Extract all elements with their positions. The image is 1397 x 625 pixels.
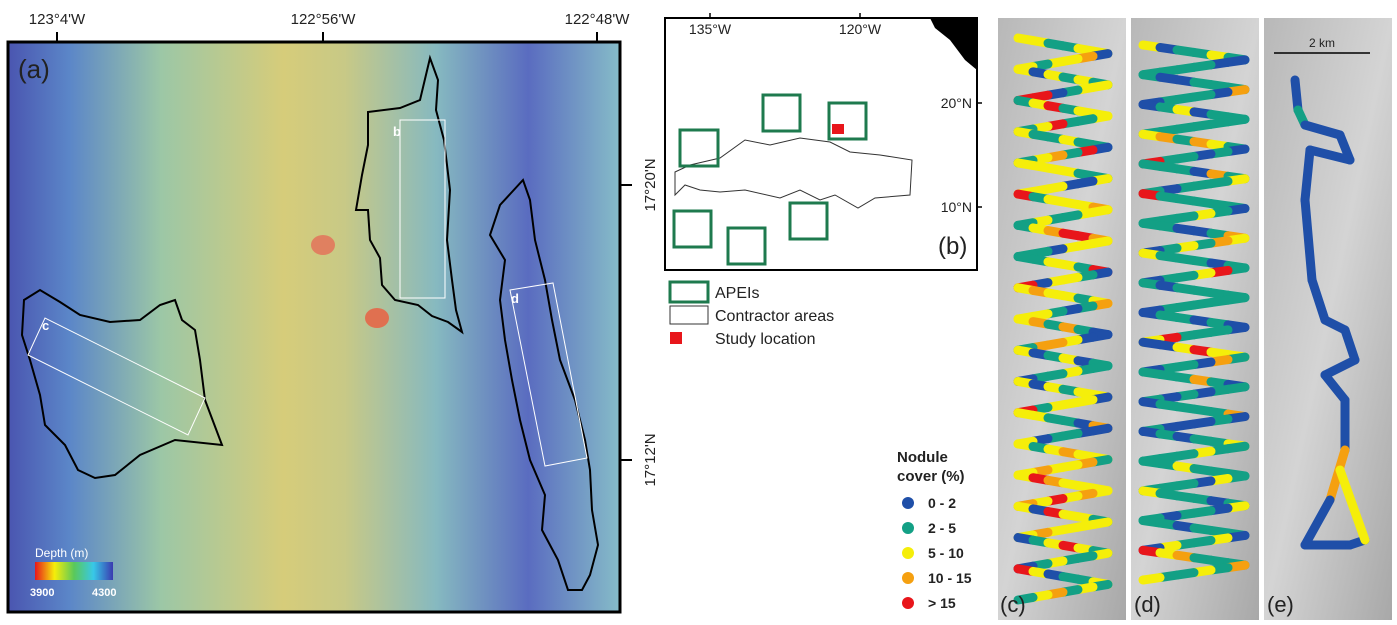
track <box>1335 465 1370 545</box>
lat-label: 20°N <box>941 95 972 111</box>
legend-label: Study location <box>715 331 816 348</box>
legend-label: APEIs <box>715 285 759 302</box>
track <box>1320 370 1350 405</box>
track <box>1138 573 1165 585</box>
area-label: c <box>42 318 49 333</box>
lon-label: 122°56'W <box>291 11 357 28</box>
seamount <box>365 308 389 328</box>
area-box <box>27 317 206 436</box>
nodule-legend-title: Nodule <box>897 449 948 466</box>
legend-swatch <box>670 332 682 344</box>
legend-label: 5 - 10 <box>928 545 964 561</box>
legend-dot <box>902 547 914 559</box>
track <box>1290 75 1303 115</box>
lon-label: 120°W <box>839 21 882 37</box>
panel-label: (d) <box>1134 592 1161 617</box>
ticks <box>709 13 982 208</box>
lon-label: 122°48'W <box>565 11 631 28</box>
track <box>1300 195 1317 285</box>
depth-max: 4300 <box>92 587 116 599</box>
track <box>1305 145 1355 165</box>
legend-dot <box>902 497 914 509</box>
legend-label: 2 - 5 <box>928 520 956 536</box>
contractor-areas <box>674 137 913 209</box>
scale-bar-label: 2 km <box>1309 36 1335 50</box>
panel-label: (c) <box>1000 592 1026 617</box>
area-outline <box>488 178 600 591</box>
lon-label: 135°W <box>689 21 732 37</box>
apei-boxes <box>672 93 868 266</box>
seamount <box>311 235 335 255</box>
legend-label: 0 - 2 <box>928 495 956 511</box>
nodule-legend-title: cover (%) <box>897 468 965 485</box>
area-label: d <box>511 291 519 306</box>
legend-swatch <box>668 280 710 304</box>
lat-label: 17°20'N <box>642 158 659 211</box>
track <box>1300 495 1335 550</box>
depth-colorbar <box>35 562 113 580</box>
panel-label: (b) <box>938 233 967 260</box>
legend-dot <box>902 522 914 534</box>
legend-label: 10 - 15 <box>928 570 972 586</box>
ticks <box>56 32 632 461</box>
study-location <box>832 124 844 134</box>
legend-label: Contractor areas <box>715 308 834 325</box>
track <box>1320 355 1360 380</box>
lat-label: 10°N <box>941 199 972 215</box>
area-box <box>509 282 588 467</box>
area-label: b <box>393 124 401 139</box>
legend-swatch <box>669 305 709 325</box>
track <box>1300 120 1345 140</box>
track <box>1307 275 1330 325</box>
area-box <box>399 119 446 299</box>
area-outline <box>354 54 464 335</box>
track <box>1300 145 1315 205</box>
legend-dot <box>902 597 914 609</box>
area-outline <box>20 288 224 480</box>
depth-legend-title: Depth (m) <box>35 546 88 560</box>
panel-label: (e) <box>1267 592 1294 617</box>
track <box>1340 325 1360 365</box>
depth-min: 3900 <box>30 587 54 599</box>
panel-label: (a) <box>18 54 50 84</box>
legend-label: > 15 <box>928 595 956 611</box>
land <box>930 18 977 70</box>
lon-label: 123°4'W <box>29 11 86 28</box>
track <box>1013 592 1038 605</box>
bathymetry-map <box>6 40 622 614</box>
lat-label: 17°12'N <box>642 433 659 486</box>
legend-dot <box>902 572 914 584</box>
